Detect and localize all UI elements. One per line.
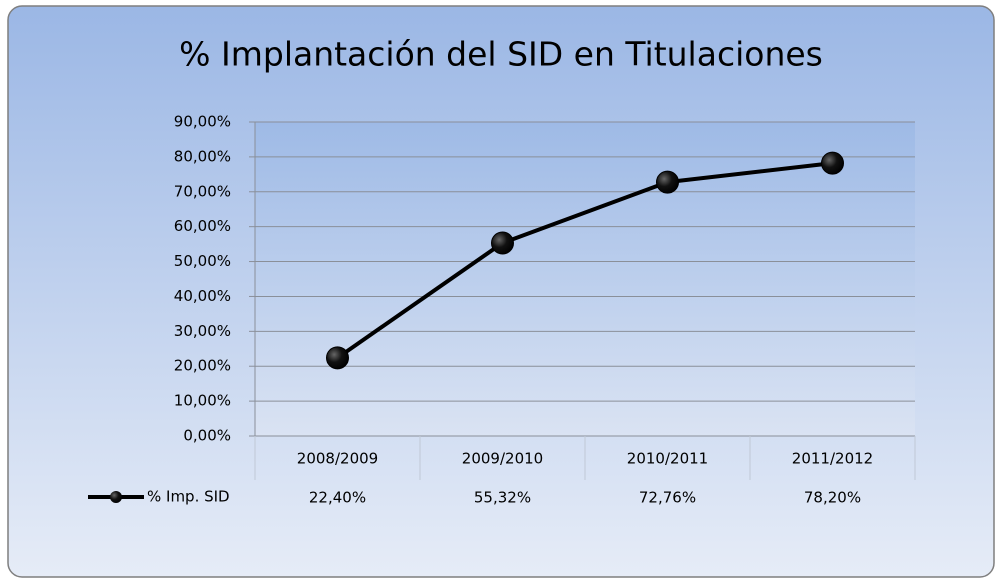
y-tick-label: 10,00% (174, 392, 231, 410)
y-tick-label: 60,00% (174, 217, 231, 235)
marker (326, 346, 349, 370)
y-tick-label: 70,00% (174, 182, 231, 200)
x-tick-label: 2008/2009 (297, 450, 378, 468)
x-tick-label: 2011/2012 (792, 450, 873, 468)
y-tick-label: 40,00% (174, 287, 231, 305)
y-tick-label: 30,00% (174, 322, 231, 340)
data-table-value: 22,40% (309, 489, 366, 507)
plot-area (255, 122, 915, 436)
marker (821, 151, 844, 175)
data-table-value: 55,32% (474, 489, 531, 507)
chart-title: % Implantación del SID en Titulaciones (179, 35, 823, 74)
data-table-value: 72,76% (639, 489, 696, 507)
y-tick-label: 20,00% (174, 357, 231, 375)
y-tick-label: 50,00% (174, 252, 231, 270)
line (336, 161, 833, 360)
legend-marker (110, 491, 122, 503)
legend-label: % Imp. SID (147, 488, 230, 506)
x-tick-label: 2010/2011 (627, 450, 708, 468)
marker (491, 231, 514, 255)
data-table-value: 78,20% (804, 489, 861, 507)
y-tick-label: 90,00% (174, 113, 231, 131)
marker (656, 170, 679, 194)
x-tick-label: 2009/2010 (462, 450, 543, 468)
y-tick-label: 0,00% (183, 427, 231, 445)
y-tick-label: 80,00% (174, 147, 231, 165)
